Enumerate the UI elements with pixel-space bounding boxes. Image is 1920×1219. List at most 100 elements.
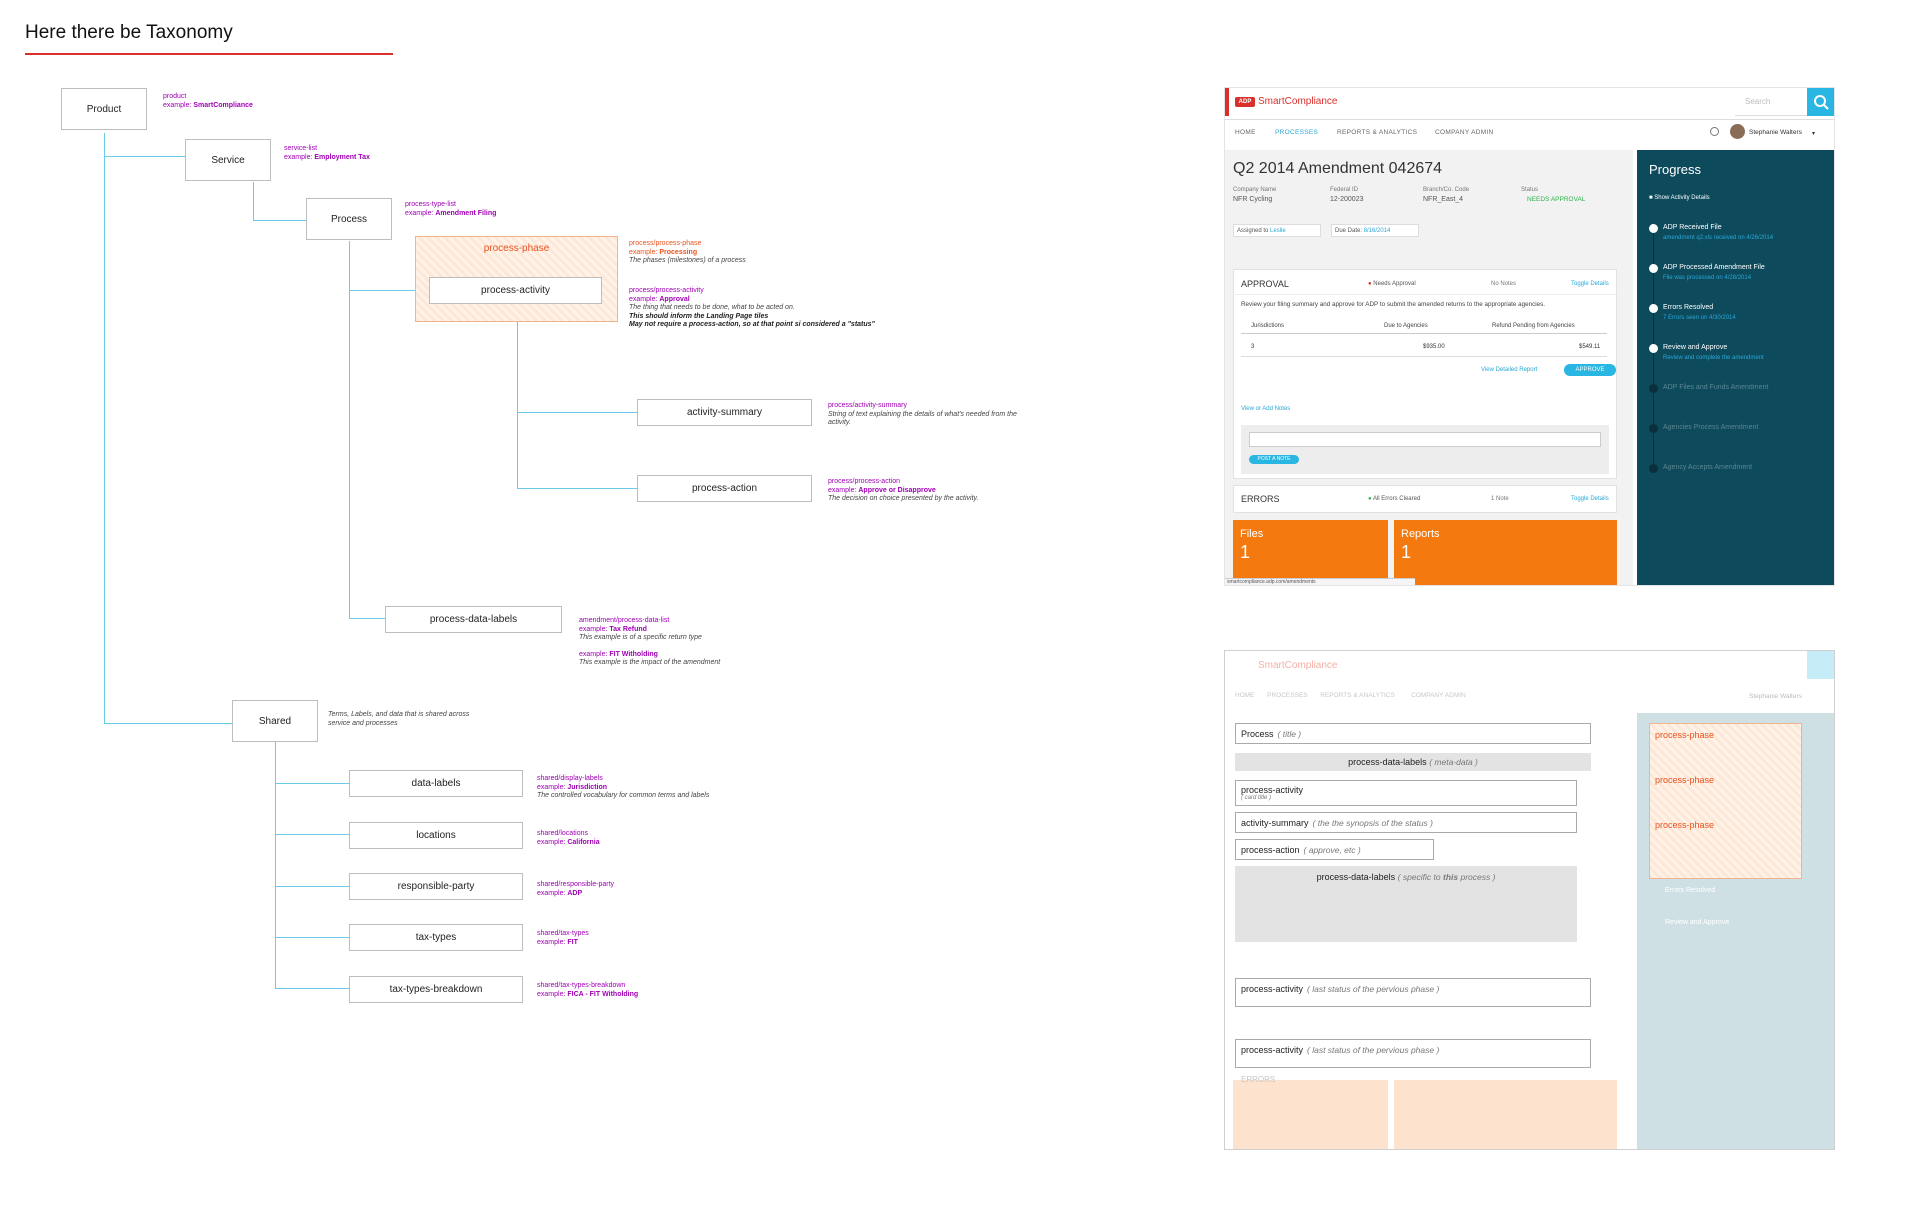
meta-federal-label: Federal ID	[1330, 187, 1359, 193]
faded-reports-tile	[1394, 1080, 1617, 1149]
node-activity-summary: activity-summary	[637, 399, 812, 426]
reports-tile-label: Reports	[1401, 528, 1440, 540]
user-name[interactable]: Stephanie Walters	[1749, 129, 1802, 136]
node-tax-types: tax-types	[349, 924, 523, 951]
header-divider	[1225, 119, 1834, 120]
approval-toggle-link[interactable]: Toggle Details	[1571, 281, 1609, 287]
connector	[275, 988, 349, 989]
help-icon[interactable]	[1710, 127, 1719, 136]
due-label: Due Date:	[1335, 228, 1363, 234]
approval-status: ● Needs Approval	[1368, 281, 1416, 287]
brand-name: SmartCompliance	[1258, 96, 1338, 107]
meta-federal-value: 12-200023	[1330, 196, 1364, 203]
due-date-select[interactable]: Due Date: 8/16/2014	[1331, 224, 1419, 237]
progress-panel	[1637, 150, 1834, 585]
node-data-labels: data-labels	[349, 770, 523, 797]
connector	[104, 723, 232, 724]
search-icon	[1814, 95, 1829, 110]
progress-step-label: Errors Resolved	[1663, 304, 1714, 311]
overlay-process-activity-previous: process-activity( last status of the per…	[1235, 978, 1591, 1007]
node-shared: Shared	[232, 700, 318, 742]
connector	[253, 220, 306, 221]
faded-files-tile	[1233, 1080, 1388, 1149]
alert-icon: ●	[1368, 281, 1372, 287]
status-url-bar: smartcompliance.adp.com/amendments	[1225, 578, 1415, 585]
show-details-checkbox[interactable]: ■ Show Activity Details	[1649, 195, 1710, 201]
search-button[interactable]	[1807, 88, 1834, 116]
table-header-rule	[1241, 333, 1607, 334]
node-product: Product	[61, 88, 147, 130]
nav-company-admin[interactable]: COMPANY ADMIN	[1435, 129, 1494, 136]
adp-logo: ADP	[1235, 97, 1255, 107]
overlay-process-activity-previous-2: process-activity( last status of the per…	[1235, 1039, 1591, 1068]
col-due: Due to Agencies	[1384, 323, 1428, 329]
meta-branch-value: NFR_East_4	[1423, 196, 1464, 203]
progress-step-sub: File was processed on 4/28/2014	[1663, 275, 1752, 281]
connector	[517, 412, 637, 413]
connector	[275, 834, 349, 835]
step-pending-icon	[1649, 384, 1658, 393]
faded-nav: HOME PROCESSES REPORTS & ANALYTICS COMPA…	[1235, 692, 1466, 699]
node-process: Process	[306, 198, 392, 240]
progress-step-sub: Review and complete the amendment	[1663, 355, 1764, 361]
annotation-process-action: process/process-action example: Approve …	[828, 478, 979, 502]
annotation-tax-types-breakdown: shared/tax-types-breakdown example: FICA…	[537, 982, 639, 998]
status-badge: NEEDS APPROVAL	[1527, 196, 1586, 203]
approve-button[interactable]: APPROVE	[1564, 364, 1616, 376]
progress-step-label: ADP Processed Amendment File	[1663, 264, 1765, 271]
overlay-process-data-labels-specific: process-data-labels ( specific to this p…	[1235, 866, 1577, 942]
col-refund: Refund Pending from Agencies	[1492, 323, 1575, 329]
overlay-process-activity: process-activity( card title )	[1235, 780, 1577, 806]
annotation-shared: Terms, Labels, and data that is shared a…	[328, 711, 470, 727]
files-tile[interactable]: Files 1	[1233, 520, 1388, 585]
add-notes-link[interactable]: View or Add Notes	[1241, 406, 1291, 412]
overlay-phase-1: process-phase	[1655, 730, 1715, 740]
app-mockup: ADP SmartCompliance Search HOME PROCESSE…	[1224, 87, 1835, 586]
nav-processes[interactable]: PROCESSES	[1275, 129, 1319, 136]
errors-toggle-link[interactable]: Toggle Details	[1571, 496, 1609, 502]
connector	[104, 133, 105, 724]
meta-company-value: NFR Cycling	[1233, 196, 1273, 203]
approval-divider	[1233, 294, 1617, 295]
errors-notes[interactable]: 1 Note	[1491, 496, 1509, 502]
post-note-button[interactable]: POST A NOTE	[1249, 455, 1299, 464]
assigned-select[interactable]: Assigned to Leslie	[1233, 224, 1321, 237]
reports-tile[interactable]: Reports 1	[1394, 520, 1617, 585]
step-check-icon	[1649, 264, 1658, 273]
search-input[interactable]	[1735, 88, 1815, 116]
overlay-phase-2: process-phase	[1655, 775, 1715, 785]
annotation-process-data-labels: amendment/process-data-list example: Tax…	[579, 617, 721, 666]
progress-step-sub: 7 Errors seen on 4/30/2014	[1663, 315, 1736, 321]
errors-status: ● All Errors Cleared	[1368, 496, 1421, 502]
table-row-rule	[1241, 356, 1607, 357]
reports-tile-count: 1	[1401, 542, 1412, 562]
overlay-process-data-labels: process-data-labels ( meta-data )	[1235, 753, 1591, 771]
step-pending-icon	[1649, 424, 1658, 433]
faded-search-button	[1807, 651, 1834, 679]
note-input[interactable]	[1249, 432, 1601, 447]
meta-branch-label: Branch/Co. Code	[1423, 187, 1470, 193]
meta-company-label: Company Name	[1233, 187, 1277, 193]
files-tile-count: 1	[1240, 542, 1251, 562]
avatar[interactable]	[1730, 124, 1745, 139]
progress-step-label: Agency Accepts Amendment	[1663, 464, 1753, 471]
node-process-data-labels: process-data-labels	[385, 606, 562, 633]
annotated-mockup: SmartCompliance HOME PROCESSES REPORTS &…	[1224, 650, 1835, 1150]
user-menu-chevron-icon[interactable]: ▾	[1812, 131, 1816, 137]
cell-jurisdictions: 3	[1251, 344, 1255, 350]
view-report-link[interactable]: View Detailed Report	[1481, 367, 1538, 373]
connector	[517, 488, 637, 489]
annotation-data-labels: shared/display-labels example: Jurisdict…	[537, 775, 710, 799]
approval-description: Review your filing summary and approve f…	[1241, 301, 1546, 308]
cell-refund: $549.11	[1579, 344, 1601, 350]
node-service: Service	[185, 139, 271, 181]
nav-reports[interactable]: REPORTS & ANALYTICS	[1337, 129, 1418, 136]
approval-notes[interactable]: No Notes	[1491, 281, 1517, 287]
files-tile-label: Files	[1240, 528, 1264, 540]
assigned-label: Assigned to	[1237, 228, 1269, 234]
brand-bar-accent	[1225, 88, 1229, 116]
nav-home[interactable]: HOME	[1235, 129, 1256, 136]
check-icon: ●	[1368, 496, 1372, 502]
faded-step-errors: Errors Resolved	[1665, 887, 1716, 894]
overlay-activity-summary: activity-summary( the the synopsis of th…	[1235, 812, 1577, 833]
